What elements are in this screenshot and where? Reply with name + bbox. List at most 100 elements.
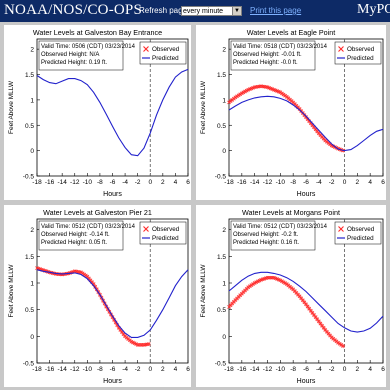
x-tick-label: -12 — [263, 179, 273, 186]
observed-point — [140, 343, 145, 347]
observed-point — [320, 323, 324, 328]
x-tick-label: -6 — [110, 179, 116, 186]
x-tick-label: -14 — [57, 366, 67, 373]
y-tick-label: 0.5 — [25, 307, 34, 314]
y-tick-label: 1.5 — [25, 72, 34, 79]
info-line: Predicted Height: 0.05 ft. — [41, 240, 107, 246]
y-axis-label: Feet Above MLLW — [8, 264, 15, 318]
chart-svg: Water Levels at Galveston Bay Entrance -0… — [8, 28, 190, 198]
y-axis-label: Feet Above MLLW — [200, 264, 207, 318]
y-tick-label: 0.5 — [217, 123, 226, 130]
observed-point — [79, 270, 83, 275]
y-axis-label: Feet Above MLLW — [8, 80, 15, 134]
x-tick-label: 2 — [161, 366, 165, 373]
legend: Observed Predicted — [139, 41, 187, 65]
info-line: Valid Time: 0518 (CDT) 03/23/2014 — [233, 44, 328, 50]
chevron-down-icon[interactable]: ▼ — [232, 7, 241, 15]
x-tick-label: 6 — [381, 366, 385, 373]
y-tick-label: 1.5 — [217, 72, 226, 79]
x-tick-label: 0 — [343, 179, 347, 186]
x-tick-label: -12 — [70, 179, 80, 186]
observed-point — [308, 308, 313, 313]
observed-point — [246, 285, 251, 290]
y-tick-label: 1.5 — [25, 254, 34, 261]
x-tick-label: -18 — [224, 179, 234, 186]
observed-point — [138, 343, 143, 347]
observed-point — [135, 343, 140, 347]
legend-frame — [139, 221, 187, 245]
legend-frame — [334, 41, 382, 65]
legend-observed-marker — [338, 46, 344, 52]
observed-point — [316, 319, 321, 324]
x-tick-label: 0 — [343, 366, 347, 373]
x-tick-label: -18 — [224, 366, 234, 373]
info-box: Valid Time: 0512 (CDT) 03/23/2014 Observe… — [230, 220, 328, 251]
y-tick-label: -0.5 — [23, 174, 35, 181]
legend: Observed Predicted — [334, 41, 382, 65]
x-tick-label: -10 — [276, 366, 286, 373]
y-tick-label: 0.5 — [25, 123, 34, 130]
info-line: Valid Time: 0506 (CDT) 03/23/2014 — [41, 44, 136, 50]
x-tick-label: 2 — [356, 179, 360, 186]
chart-title: Water Levels at Galveston Bay Entrance — [33, 28, 162, 37]
y-tick-label: 1 — [222, 281, 226, 288]
observed-point — [321, 325, 326, 330]
x-tick-label: -10 — [83, 179, 93, 186]
y-axis-label: Feet Above MLLW — [200, 80, 207, 134]
legend-observed-label: Observed — [152, 46, 180, 53]
x-tick-label: -18 — [32, 179, 42, 186]
y-tick-label: 0 — [30, 334, 34, 341]
legend-observed-label: Observed — [347, 226, 375, 233]
legend-observed-label: Observed — [152, 226, 180, 233]
x-tick-label: -2 — [135, 179, 141, 186]
info-line: Observed Height: -0.01 ft. — [233, 52, 302, 58]
x-tick-label: -8 — [97, 366, 103, 373]
x-tick-label: -14 — [250, 366, 260, 373]
observed-point — [268, 275, 273, 280]
observed-point — [337, 341, 342, 346]
chart-panel-galveston-pier-21: Water Levels at Galveston Pier 21 -0.5 0 0.… — [4, 205, 191, 387]
print-page-link[interactable]: Print this page — [250, 6, 302, 15]
info-line: Valid Time: 0512 (CDT) 03/23/2014 — [41, 224, 136, 230]
info-box-frame — [230, 220, 316, 251]
charts-grid: Water Levels at Galveston Bay Entrance -0… — [0, 22, 390, 390]
chart-panel-galveston-bay-entrance: Water Levels at Galveston Bay Entrance -0… — [4, 25, 191, 200]
refresh-select[interactable]: every minute ▼ — [181, 6, 242, 16]
info-line: Predicted Height: -0.0 ft. — [233, 60, 298, 66]
x-tick-label: -10 — [276, 179, 286, 186]
x-tick-label: 6 — [186, 366, 190, 373]
site-title[interactable]: NOAA/NOS/CO-OPS — [4, 2, 143, 18]
x-tick-label: -4 — [122, 179, 128, 186]
x-tick-label: -16 — [45, 179, 55, 186]
predicted-series-line — [36, 269, 189, 338]
info-box: Valid Time: 0512 (CDT) 03/23/2014 Observe… — [38, 220, 136, 251]
legend-frame — [139, 41, 187, 65]
y-tick-label: -0.5 — [215, 174, 227, 181]
legend-predicted-label: Predicted — [347, 55, 374, 62]
x-tick-label: 2 — [161, 179, 165, 186]
x-tick-label: -16 — [45, 366, 55, 373]
observed-point — [339, 343, 344, 347]
info-line: Valid Time: 0512 (CDT) 03/23/2014 — [233, 224, 328, 230]
x-tick-label: -8 — [290, 366, 296, 373]
chart-title: Water Levels at Galveston Pier 21 — [43, 208, 152, 217]
observed-point — [315, 317, 320, 322]
x-tick-label: 2 — [356, 366, 360, 373]
legend-predicted-label: Predicted — [152, 55, 179, 62]
observed-point — [146, 342, 151, 346]
x-tick-label: -12 — [263, 366, 273, 373]
y-tick-label: -0.5 — [215, 361, 227, 368]
y-tick-label: 0.5 — [217, 307, 226, 314]
observed-point — [267, 275, 271, 280]
legend-predicted-label: Predicted — [152, 235, 179, 242]
x-tick-label: -12 — [70, 366, 80, 373]
x-axis-label: Hours — [103, 378, 122, 385]
observed-point — [265, 275, 270, 280]
observed-point — [312, 313, 316, 317]
x-tick-label: -4 — [122, 366, 128, 373]
info-box: Valid Time: 0518 (CDT) 03/23/2014 Observe… — [230, 40, 328, 71]
x-tick-label: -6 — [303, 366, 309, 373]
info-line: Observed Height: N/A — [41, 52, 99, 58]
x-tick-label: -8 — [97, 179, 103, 186]
x-tick-label: 0 — [148, 179, 152, 186]
